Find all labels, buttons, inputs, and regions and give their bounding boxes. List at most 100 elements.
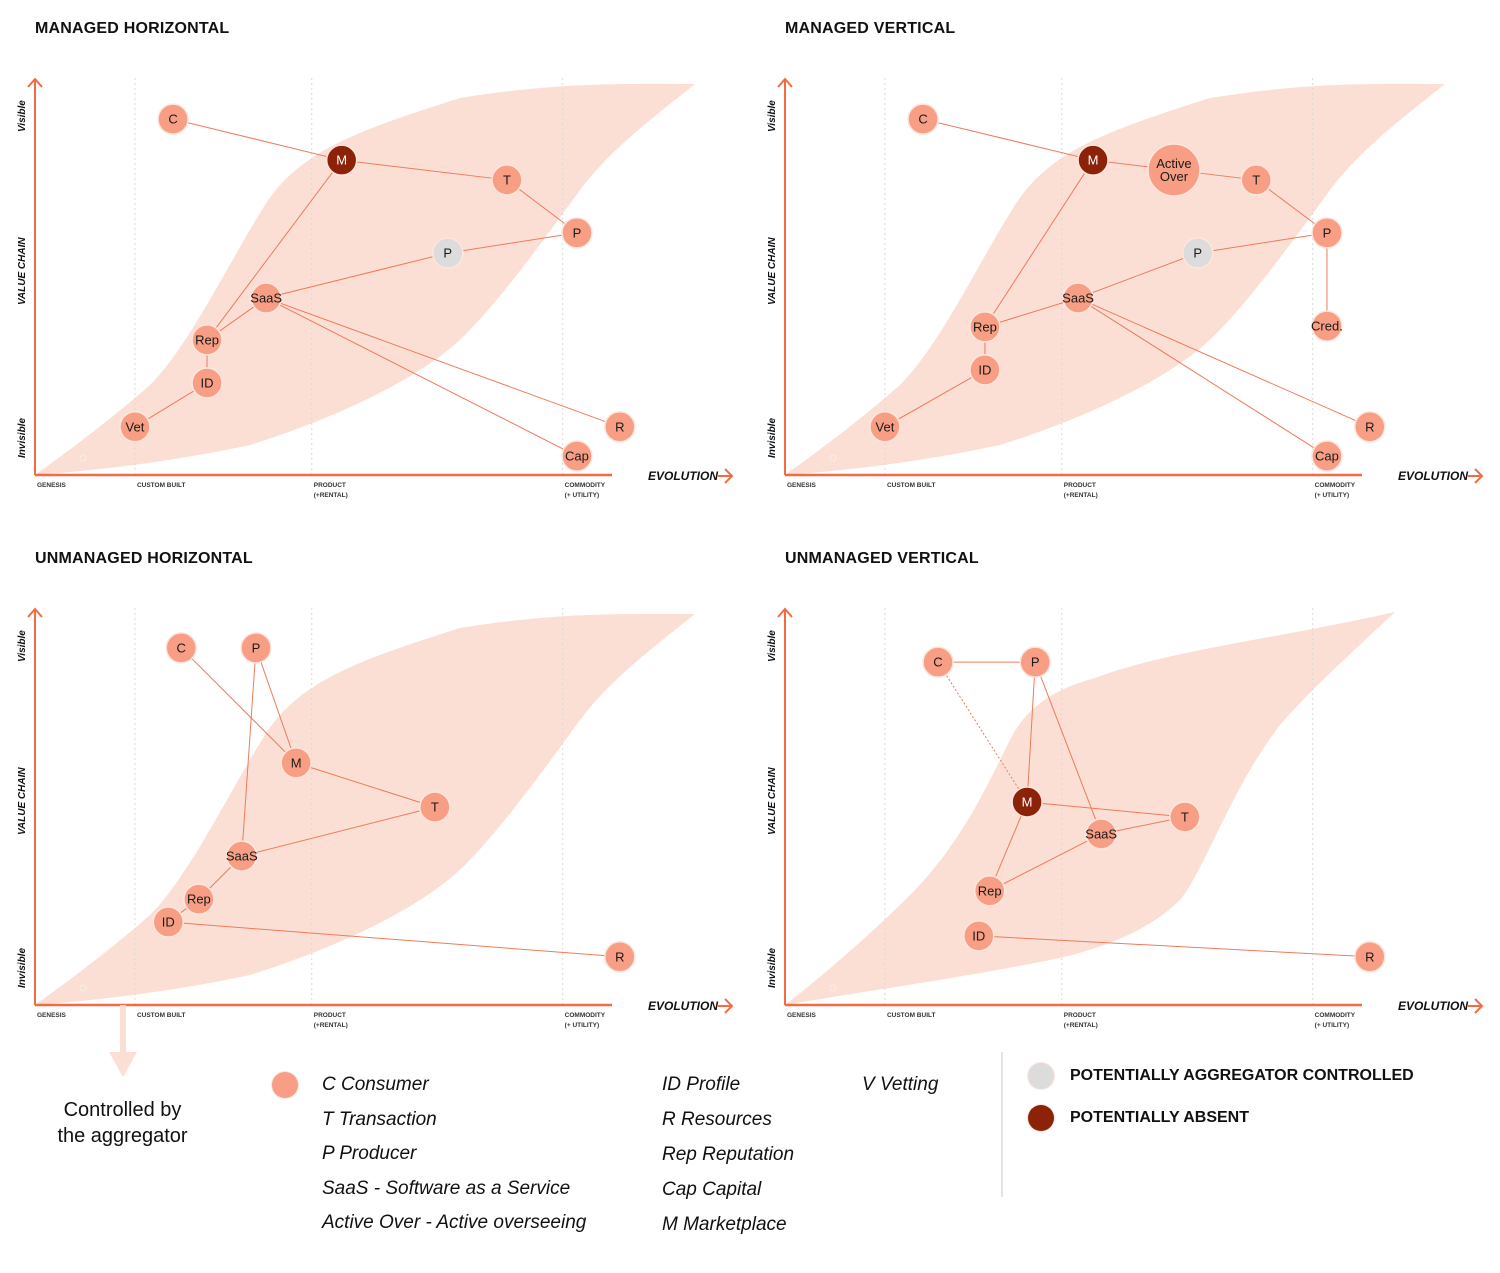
invisible-axis-label: Invisible bbox=[767, 418, 778, 458]
panel-managed-horizontal: MANAGED HORIZONTAL GENESIS CUSTOM BUILT PR… bbox=[0, 0, 750, 530]
stage-label: GENESIS bbox=[787, 482, 817, 489]
component-circle bbox=[165, 632, 197, 664]
component-label: Over bbox=[1160, 169, 1189, 184]
visible-axis-label: Visible bbox=[767, 100, 778, 132]
component-circle bbox=[1354, 941, 1386, 973]
link-id-r bbox=[168, 921, 620, 958]
stage-label: COMMODITY bbox=[1315, 482, 1356, 489]
component-circle bbox=[183, 883, 215, 915]
stage-label: CUSTOM BUILT bbox=[137, 482, 186, 489]
component-label: P bbox=[1193, 246, 1202, 261]
component-label: C bbox=[918, 112, 927, 127]
component-circle bbox=[1077, 144, 1109, 176]
component-label: T bbox=[1252, 172, 1260, 187]
aggregator-note-line2: the aggregator bbox=[57, 1125, 188, 1147]
link-saas-r bbox=[1077, 297, 1371, 428]
component-node-t: T bbox=[1169, 801, 1201, 833]
component-node-id: ID bbox=[963, 920, 995, 952]
panel-managed-vertical: MANAGED VERTICAL GENESIS CUSTOM BUILT PROD… bbox=[750, 0, 1500, 530]
component-circle bbox=[907, 103, 939, 135]
link-id-vet bbox=[884, 369, 986, 428]
component-label: M bbox=[291, 755, 302, 770]
wardley-map: GENESIS CUSTOM BUILT PRODUCT (+RENTAL) COMMO… bbox=[17, 77, 734, 499]
component-node-p2: P bbox=[432, 237, 464, 269]
component-circle bbox=[604, 411, 636, 443]
value-chain-axis-label: VALUE CHAIN bbox=[17, 767, 28, 835]
component-node-r: R bbox=[1354, 941, 1386, 973]
legend-item: C Consumer bbox=[322, 1074, 429, 1095]
component-circle bbox=[157, 103, 189, 135]
component-node-p: P bbox=[240, 632, 272, 664]
stage-label: GENESIS bbox=[787, 1012, 817, 1019]
component-circle bbox=[325, 144, 358, 176]
legend-item: P Producer bbox=[322, 1143, 417, 1164]
component-circle bbox=[280, 747, 312, 779]
panel-unmanaged-vertical: UNMANAGED VERTICAL GENESIS CUSTOM BUILT PR… bbox=[750, 530, 1500, 1060]
component-node-cap: Cap bbox=[561, 440, 593, 472]
component-node-p2: P bbox=[1182, 237, 1214, 269]
component-label: T bbox=[1181, 809, 1189, 824]
wardley-map: GENESIS CUSTOM BUILT PRODUCT (+RENTAL) COMMO… bbox=[17, 607, 734, 1029]
component-label: T bbox=[431, 800, 439, 815]
component-circle bbox=[922, 646, 954, 678]
evolution-axis-label: EVOLUTION bbox=[648, 999, 718, 1013]
invisible-axis-label: Invisible bbox=[17, 948, 28, 988]
component-node-t: T bbox=[419, 791, 451, 823]
component-circle bbox=[1011, 786, 1043, 818]
stage-sublabel: (+ UTILITY) bbox=[565, 492, 599, 499]
component-label: M bbox=[1088, 153, 1099, 168]
component-label: ID bbox=[162, 915, 175, 930]
component-label: P bbox=[252, 640, 261, 655]
legend-item: SaaS - Software as a Service bbox=[322, 1177, 571, 1199]
link-saas-cap bbox=[1077, 297, 1328, 457]
component-node-c: C bbox=[922, 646, 954, 678]
link-t-saas bbox=[241, 806, 435, 857]
value-chain-axis-label: VALUE CHAIN bbox=[17, 237, 28, 305]
legend-item: R Resources bbox=[662, 1109, 772, 1130]
stage-label: CUSTOM BUILT bbox=[887, 1012, 936, 1019]
component-circle bbox=[1311, 217, 1343, 249]
genesis-marker-icon bbox=[829, 454, 837, 462]
status-legend-aggregator: POTENTIALLY AGGREGATOR CONTROLLED bbox=[1070, 1067, 1414, 1084]
component-label: Rep bbox=[187, 892, 211, 907]
component-circle bbox=[1311, 310, 1343, 342]
stage-label: GENESIS bbox=[37, 1012, 67, 1019]
invisible-axis-label: Invisible bbox=[17, 418, 28, 458]
link-saas-r bbox=[266, 297, 620, 428]
component-label: Cap bbox=[1315, 449, 1339, 464]
component-node-p1: P bbox=[561, 217, 593, 249]
component-node-r: R bbox=[604, 411, 636, 443]
component-node-p1: P bbox=[1311, 217, 1343, 249]
y-axis-arrow-icon bbox=[27, 77, 43, 88]
component-node-m: M bbox=[1077, 144, 1109, 176]
component-circle bbox=[973, 875, 1006, 907]
component-circle bbox=[191, 324, 223, 356]
stage-sublabel: (+RENTAL) bbox=[314, 1022, 348, 1029]
visible-axis-label: Visible bbox=[17, 100, 28, 132]
component-circle bbox=[432, 237, 464, 269]
component-label: R bbox=[1365, 949, 1374, 964]
component-label: SaaS bbox=[1062, 291, 1094, 306]
panel-title: UNMANAGED HORIZONTAL bbox=[35, 550, 253, 567]
stage-label: COMMODITY bbox=[1315, 1012, 1356, 1019]
stage-sublabel: (+RENTAL) bbox=[314, 492, 348, 499]
panel-title: MANAGED HORIZONTAL bbox=[35, 20, 230, 37]
component-node-t: T bbox=[491, 164, 523, 196]
x-axis-arrow-icon bbox=[1474, 998, 1484, 1014]
component-label: R bbox=[615, 419, 624, 434]
component-node-saas: SaaS bbox=[1085, 818, 1117, 850]
stage-label: PRODUCT bbox=[1064, 1012, 1096, 1019]
link-m-t bbox=[341, 159, 507, 181]
component-node-vet: Vet bbox=[119, 411, 151, 443]
link-m-rep bbox=[984, 159, 1094, 328]
link-p-m bbox=[255, 647, 297, 764]
component-label: P bbox=[573, 225, 582, 240]
evolution-band bbox=[35, 613, 695, 1005]
stage-label: GENESIS bbox=[37, 482, 67, 489]
legend-item: V Vetting bbox=[862, 1074, 939, 1095]
component-circle bbox=[561, 440, 593, 472]
component-circle bbox=[250, 282, 282, 314]
stage-sublabel: (+RENTAL) bbox=[1064, 1022, 1098, 1029]
stage-label: PRODUCT bbox=[314, 482, 346, 489]
component-label: ID bbox=[201, 375, 214, 390]
